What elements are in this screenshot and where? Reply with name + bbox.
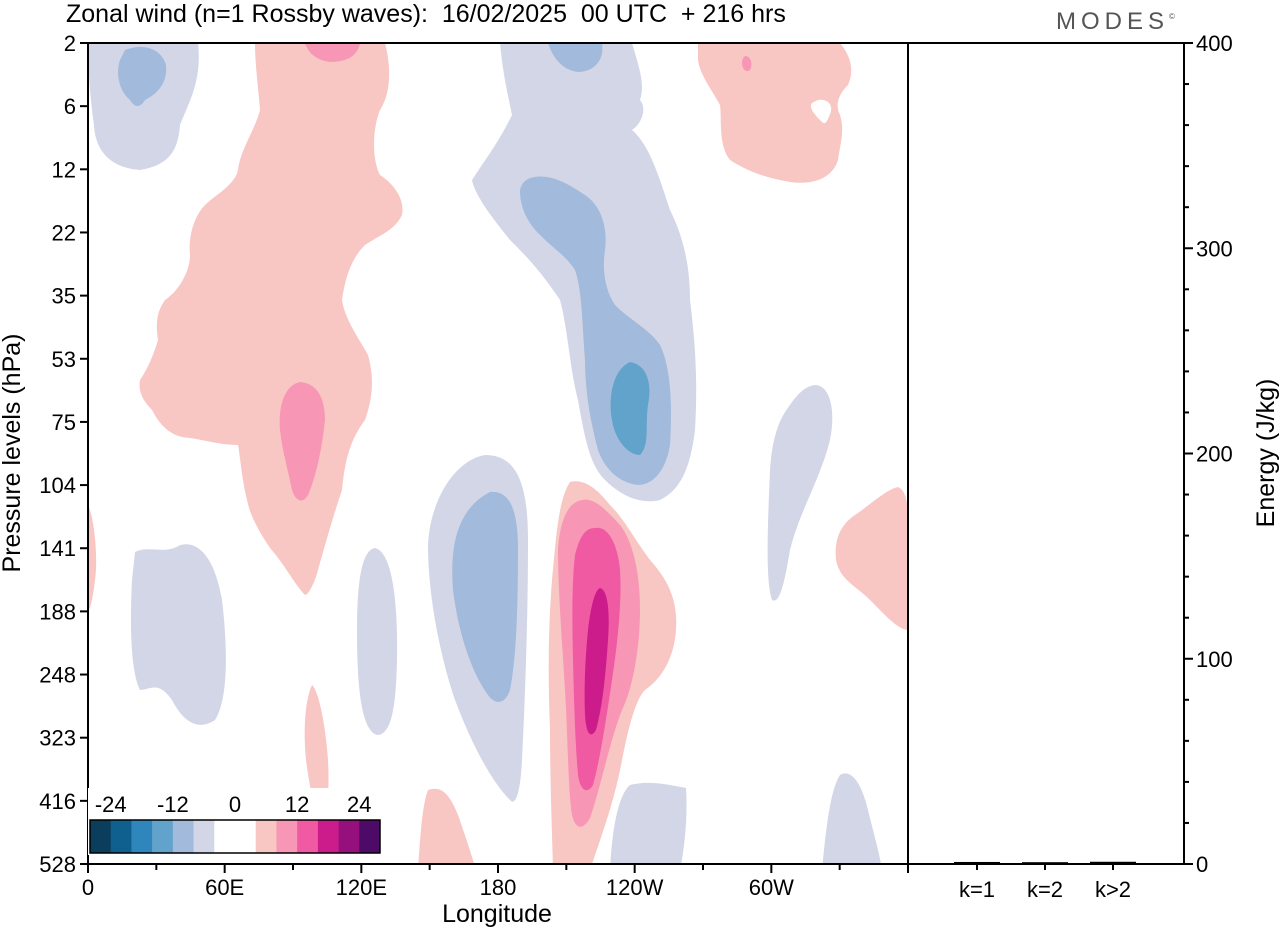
longitude-tick-label: 60E (205, 875, 244, 900)
energy-category-label: k=2 (1027, 877, 1063, 902)
colorbar: -24 -12 0 12 24 (88, 788, 382, 855)
contour-pos-16 (584, 588, 609, 735)
pressure-tick-label: 75 (52, 410, 76, 435)
pressure-tick-label: 35 (52, 284, 76, 309)
contour-pos-4-upper-right (698, 43, 852, 183)
colorbar-label: -12 (157, 792, 189, 817)
pressure-tick-label: 53 (52, 347, 76, 372)
contour-pos-8-upper-right-dot (742, 56, 752, 72)
modes-logo: MODES© (1056, 8, 1175, 36)
contour-pos-8-upper (305, 43, 360, 62)
longitude-tick-label: 180 (480, 875, 517, 900)
colorbar-swatch (338, 820, 360, 853)
energy-bar (1090, 861, 1136, 864)
contour-pos-4-main (139, 43, 403, 595)
energy-tick-label: 200 (1196, 442, 1233, 467)
pressure-tick-label: 22 (52, 220, 76, 245)
contour-pos-4-150e (418, 788, 475, 864)
pressure-tick-label: 416 (39, 789, 76, 814)
energy-bars: k=1 k=2 k>2 (954, 861, 1136, 902)
energy-axis: 0 100 200 300 400 (1184, 31, 1233, 877)
contour-zero-hole (810, 99, 832, 124)
contour-neg-4-lower-right (610, 782, 687, 864)
longitude-tick-label: 120E (336, 875, 387, 900)
colorbar-swatch (359, 820, 381, 853)
contour-neg-12 (610, 362, 650, 455)
contour-neg-8-180 (452, 491, 518, 702)
pressure-tick-label: 2 (64, 31, 76, 56)
contour-pos-4-lon0 (88, 505, 97, 612)
colorbar-swatch (193, 820, 215, 853)
energy-plot-frame (907, 42, 1185, 865)
pressure-tick-label: 528 (39, 852, 76, 877)
contour-neg-8-upper-left (118, 46, 167, 106)
energy-tick-label: 0 (1196, 852, 1208, 877)
longitude-tick-label: 60W (749, 875, 794, 900)
energy-tick-label: 100 (1196, 647, 1233, 672)
contour-neg-4-lower-far-right (822, 773, 882, 864)
contour-pos-8-main (279, 382, 325, 501)
energy-bar (1022, 862, 1068, 865)
contour-neg-4-upper-left (88, 43, 199, 170)
colorbar-label: 24 (347, 792, 371, 817)
colorbar-swatch (214, 820, 236, 853)
pressure-tick-label: 188 (39, 599, 76, 624)
colorbar-swatch (317, 820, 339, 853)
colorbar-swatch (110, 820, 132, 853)
contour-neg-4-left-lower (130, 544, 226, 725)
colorbar-swatch (255, 820, 277, 853)
longitude-tick-label: 120W (606, 875, 664, 900)
colorbar-label: 12 (285, 792, 309, 817)
energy-category-label: k>2 (1095, 877, 1131, 902)
contour-neg-8-upper-mid (548, 43, 603, 72)
pressure-tick-label: 12 (52, 157, 76, 182)
contour-neg-4-120e (357, 548, 398, 735)
pressure-tick-label: 323 (39, 726, 76, 751)
colorbar-label: 0 (229, 792, 241, 817)
colorbar-swatch (235, 820, 257, 853)
colorbar-swatch (172, 820, 194, 853)
energy-tick-label: 300 (1196, 236, 1233, 261)
longitude-axis: 0 60E 120E 180 120W 60W (82, 864, 909, 900)
y-axis-title: Pressure levels (hPa) (0, 334, 26, 573)
x-axis-title: Longitude (442, 900, 552, 928)
energy-category-label: k=1 (959, 877, 995, 902)
longitude-tick-label: 0 (82, 875, 94, 900)
colorbar-swatch (297, 820, 319, 853)
pressure-axis: 2 6 12 22 35 53 75 104 141 188 248 323 416 528 (39, 31, 88, 877)
colorbar-swatch (131, 820, 153, 853)
energy-axis-title: Energy (J/kg) (1252, 379, 1280, 528)
colorbar-swatch (152, 820, 174, 853)
colorbar-swatch (90, 820, 112, 853)
colorbar-frame (89, 819, 381, 854)
contour-pos-4-right-edge (835, 487, 908, 630)
colorbar-swatch (276, 820, 298, 853)
colorbar-label: -24 (95, 792, 127, 817)
pressure-tick-label: 104 (39, 473, 76, 498)
pressure-tick-label: 141 (39, 536, 76, 561)
chart-title: Zonal wind (n=1 Rossby waves): 16/02/202… (66, 0, 786, 28)
energy-bar (954, 861, 1000, 864)
logo-registered-mark: © (1169, 12, 1175, 21)
pressure-tick-label: 6 (64, 94, 76, 119)
logo-text: MODES (1056, 8, 1170, 35)
energy-tick-label: 400 (1196, 31, 1233, 56)
pressure-tick-label: 248 (39, 663, 76, 688)
contour-neg-4-60w (767, 385, 833, 601)
contour-field (88, 43, 908, 864)
